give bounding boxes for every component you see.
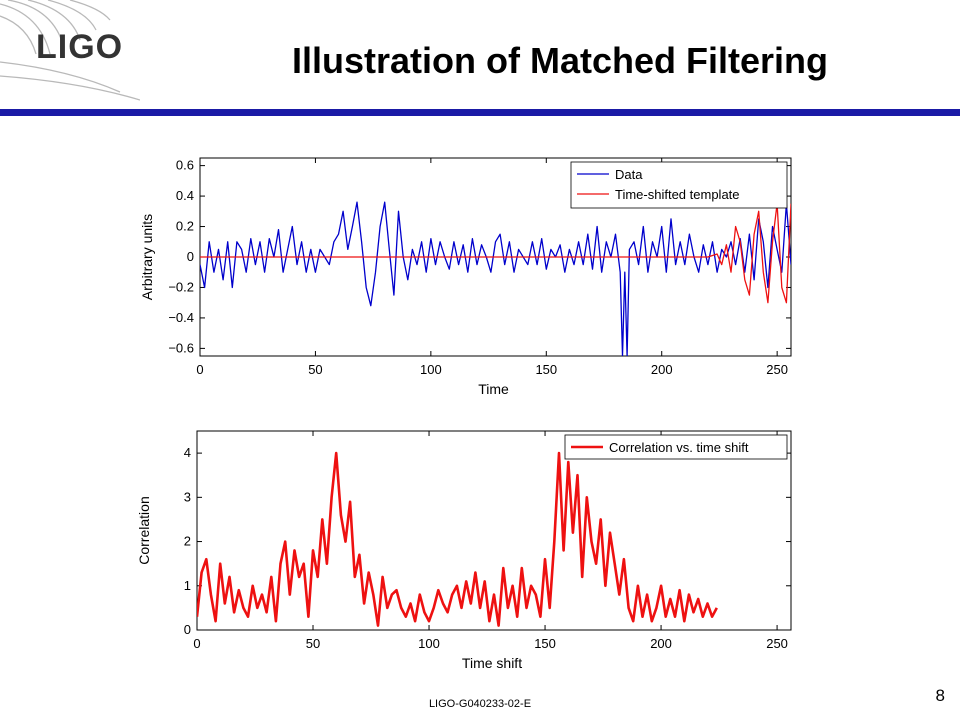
x-tick-label: 150 <box>535 362 557 377</box>
x-tick-label: 150 <box>534 636 556 651</box>
y-tick-label: −0.6 <box>168 340 194 355</box>
x-tick-label: 200 <box>650 636 672 651</box>
y-tick-label: 3 <box>184 489 191 504</box>
logo-text: LIGO <box>36 28 124 66</box>
y-tick-label: 2 <box>184 534 191 549</box>
x-tick-label: 50 <box>306 636 320 651</box>
x-tick-label: 0 <box>193 636 200 651</box>
footer-doc-id: LIGO-G040233-02-E <box>428 698 532 710</box>
x-tick-label: 100 <box>418 636 440 651</box>
legend-label: Correlation vs. time shift <box>609 440 749 455</box>
x-tick-label: 250 <box>766 636 788 651</box>
x-tick-label: 200 <box>651 362 673 377</box>
y-tick-label: 1 <box>184 578 191 593</box>
title-rule <box>0 109 960 116</box>
chart-data-time: 0 50 100 150 200 250 −0.6 −0.4 −0.2 0 0.2 0.4 0.6 Tim… <box>139 157 792 397</box>
y-tick-label: 0 <box>184 622 191 637</box>
legend-label: Time-shifted template <box>615 187 740 202</box>
y-axis-label: Correlation <box>136 496 152 564</box>
y-tick-label: 0.6 <box>176 158 194 173</box>
y-tick-label: 0.4 <box>176 188 194 203</box>
legend-box <box>570 161 788 209</box>
page-number: 8 <box>935 686 945 705</box>
logo-arcs-icon <box>0 0 140 101</box>
x-tick-label: 50 <box>308 362 322 377</box>
y-tick-label: 4 <box>184 445 191 460</box>
y-tick-label: 0 <box>187 249 194 264</box>
y-tick-label: 0.2 <box>176 219 194 234</box>
x-tick-label: 0 <box>196 362 203 377</box>
y-tick-label: −0.4 <box>168 310 194 325</box>
chart-correlation: 0 50 100 150 200 250 0 1 2 3 4 Time shift Correlatio… <box>136 430 792 671</box>
x-tick-label: 250 <box>766 362 788 377</box>
y-tick-label: −0.2 <box>168 279 194 294</box>
y-axis-label: Arbitrary units <box>139 214 155 300</box>
x-axis-label: Time <box>478 381 509 397</box>
x-axis-label: Time shift <box>462 655 522 671</box>
series-line-0 <box>197 451 718 627</box>
series-line-0 <box>200 201 791 356</box>
legend-label: Data <box>615 167 643 182</box>
slide-title: Illustration of Matched Filtering <box>291 40 828 81</box>
x-tick-label: 100 <box>420 362 442 377</box>
